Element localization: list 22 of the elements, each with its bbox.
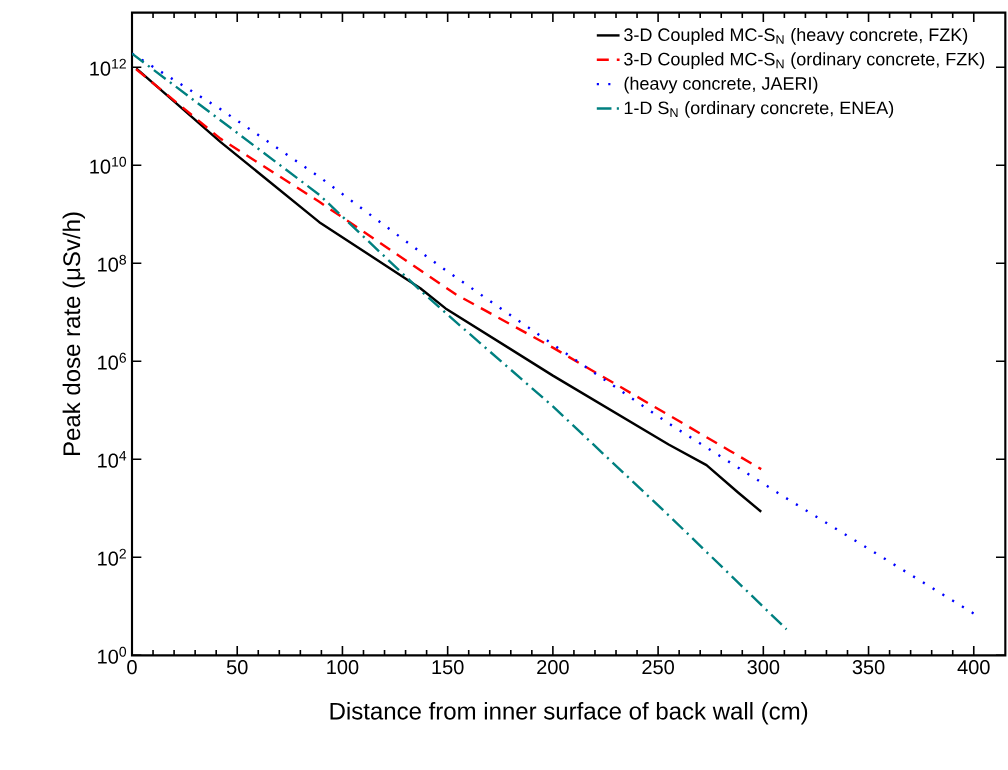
x-tick-label: 200: [537, 660, 569, 675]
x-tick-label: 250: [642, 660, 674, 675]
y-tick-label: 10$^{0}$: [98, 646, 127, 664]
y-tick-label: 10$^{2}$: [98, 548, 126, 566]
y-tick-label: 10$^{6}$: [98, 352, 127, 370]
legend-label: 3-D Coupled MC-S$_{N}$ (ordinary concrete, FZK): [624, 52, 985, 70]
x-axis-title: Distance from inner surface of back wall (cm): [330, 702, 808, 725]
x-tick-label: 300: [747, 660, 780, 675]
y-tick-label: 10$^{8}$: [98, 254, 127, 272]
y-tick-label: 10$^{10}$: [90, 156, 127, 174]
x-tick-label: 50: [226, 660, 248, 675]
legend-label: (heavy concrete, JAERI): [624, 76, 818, 94]
x-tick-label: 0: [127, 660, 137, 675]
x-tick-label: 150: [432, 660, 464, 675]
y-axis-title: Peak dose rate (μSv/h): [62, 212, 85, 455]
legend-label: 1-D S$_{N}$ (ordinary concrete, ENEA): [624, 101, 894, 118]
x-tick-label: 100: [327, 660, 359, 675]
legend-label: 3-D Coupled MC-S$_{N}$ (heavy concrete, FZK): [624, 27, 968, 45]
y-tick-label: 10$^{12}$: [90, 58, 126, 76]
x-tick-label: 400: [957, 660, 990, 675]
y-tick-label: 10$^{4}$: [98, 450, 127, 468]
x-tick-label: 350: [852, 660, 885, 675]
